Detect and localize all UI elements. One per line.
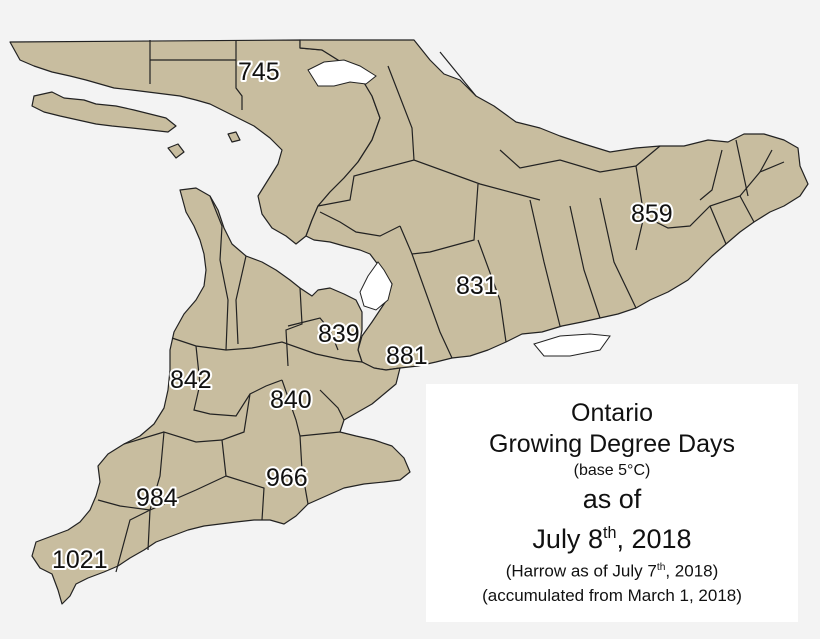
lake-simcoe	[359, 261, 393, 311]
island-small-2	[227, 131, 241, 143]
county-borders	[97, 40, 785, 573]
gdd-label-harrow: 1021	[52, 546, 108, 574]
gdd-labels: 745 859 831 839 881 842 840 966 984 1021	[50, 56, 675, 576]
legend-harrow-note: (Harrow as of July 7th, 2018)	[505, 561, 719, 581]
island-manitoulin	[31, 91, 177, 133]
legend-base: (base 5°C)	[573, 462, 651, 479]
legend-as-of: as of	[582, 484, 642, 514]
legend-accumulated-note: (accumulated from March 1, 2018)	[482, 585, 742, 605]
gdd-label-east: 859	[631, 200, 673, 228]
gdd-label-central-east: 831	[456, 272, 498, 300]
region-southwest	[31, 187, 411, 605]
gdd-label-west-central: 840	[270, 386, 312, 414]
gdd-label-west-north: 842	[170, 366, 212, 394]
lake-nipissing	[307, 59, 377, 87]
legend-title: Ontario	[571, 399, 653, 427]
land-mass	[9, 39, 809, 605]
region-east-north	[299, 39, 809, 371]
gdd-label-southwest: 984	[136, 484, 178, 512]
legend-subtitle: Growing Degree Days	[489, 430, 735, 458]
gdd-label-central: 839	[318, 320, 360, 348]
legend-box: Ontario Growing Degree Days (base 5°C) a…	[426, 384, 798, 622]
inland-water	[307, 59, 611, 357]
legend-date: July 8th, 2018	[532, 524, 692, 554]
bay-of-quinte	[533, 333, 611, 357]
gdd-label-gta: 881	[386, 342, 428, 370]
gdd-label-south-central: 966	[266, 464, 308, 492]
gdd-label-north: 745	[238, 58, 280, 86]
island-small-1	[167, 143, 185, 159]
